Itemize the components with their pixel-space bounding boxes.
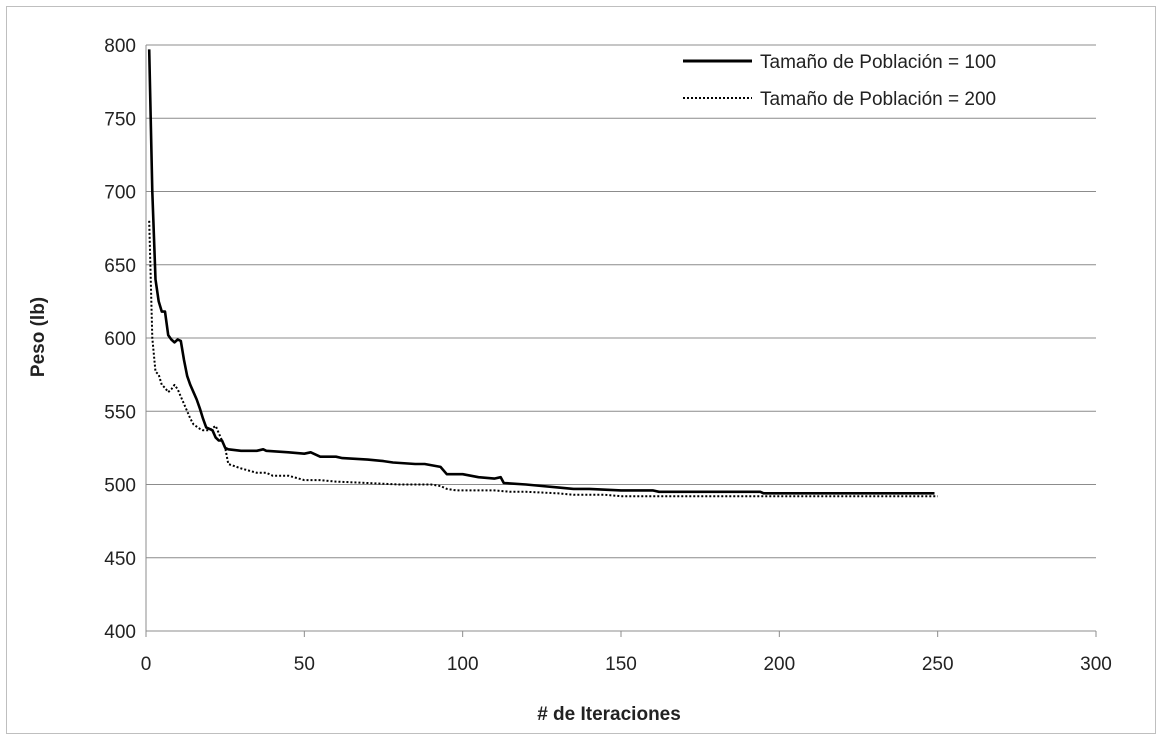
x-tick-label-200: 200 — [763, 654, 795, 675]
y-tick-label-700: 700 — [104, 183, 136, 204]
x-tick-label-150: 150 — [605, 654, 637, 675]
x-axis-title: # de Iteraciones — [537, 704, 681, 725]
legend-label-series-2: Tamaño de Población = 200 — [760, 89, 996, 110]
y-tick-label-500: 500 — [104, 476, 136, 497]
y-tick-label-750: 750 — [104, 109, 136, 130]
y-axis-title: Peso (lb) — [28, 297, 49, 377]
legend: Tamaño de Población = 100 Tamaño de Pobl… — [683, 52, 996, 110]
series-group — [147, 49, 938, 498]
y-tick-label-650: 650 — [104, 256, 136, 277]
y-tick-label-400: 400 — [104, 622, 136, 643]
x-tick-label-0: 0 — [141, 654, 152, 675]
y-tick-label-550: 550 — [104, 402, 136, 423]
x-tick-label-50: 50 — [294, 654, 315, 675]
x-tick-label-300: 300 — [1080, 654, 1112, 675]
y-tick-label-600: 600 — [104, 329, 136, 350]
gridlines — [146, 44, 1096, 559]
y-tick-label-450: 450 — [104, 549, 136, 570]
x-tick-label-100: 100 — [447, 654, 479, 675]
series-line-2 — [148, 220, 938, 498]
chart-frame — [6, 6, 1156, 734]
y-tick-labels: 400 450 500 550 600 650 700 750 800 — [104, 36, 136, 643]
series-line-1 — [147, 49, 935, 495]
axes — [145, 45, 1097, 637]
legend-label-series-1: Tamaño de Población = 100 — [760, 52, 996, 73]
x-tick-labels: 0 50 100 150 200 250 300 — [141, 654, 1112, 675]
y-tick-label-800: 800 — [104, 36, 136, 57]
x-tick-label-250: 250 — [922, 654, 954, 675]
